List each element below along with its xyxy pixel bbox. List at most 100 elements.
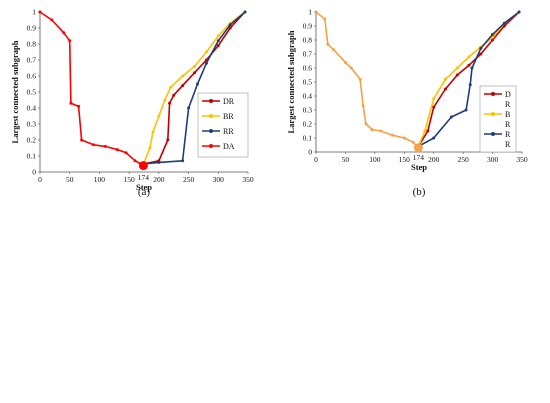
data-point — [470, 66, 474, 70]
y-tick-label: 0.8 — [303, 36, 313, 45]
y-tick-label: 1 — [32, 8, 36, 17]
legend-label: DR — [223, 97, 235, 106]
data-point — [491, 32, 495, 36]
data-point — [62, 31, 66, 35]
data-point — [443, 77, 447, 81]
data-point — [479, 52, 483, 56]
y-tick-label: 0.2 — [303, 120, 313, 129]
data-point — [91, 143, 95, 147]
legend-marker — [491, 92, 495, 96]
data-point — [38, 10, 42, 14]
y-axis-label: Largest connected subgraph — [286, 30, 296, 133]
y-tick-label: 0.6 — [27, 72, 37, 81]
legend-label: R — [505, 130, 511, 139]
legend-label: RR — [223, 127, 234, 136]
legend-marker — [209, 144, 213, 148]
x-tick-label: 300 — [213, 175, 225, 184]
x-tick-label: 150 — [124, 175, 136, 184]
y-tick-label: 0.6 — [303, 64, 313, 73]
data-point — [243, 10, 247, 14]
data-point — [358, 77, 362, 81]
data-point — [151, 130, 155, 134]
data-point — [157, 114, 161, 118]
series-line-3 — [315, 11, 419, 149]
data-point — [193, 71, 197, 75]
legend-marker — [491, 112, 495, 116]
data-point — [349, 66, 353, 70]
legend-marker — [209, 129, 213, 133]
data-point — [411, 140, 415, 144]
y-tick-label: 0.1 — [27, 152, 37, 161]
x-tick-label: 0 — [38, 175, 42, 184]
data-point — [432, 105, 436, 109]
data-point — [204, 61, 208, 65]
legend-label: R — [505, 140, 511, 149]
y-tick-label: 0.9 — [303, 22, 313, 31]
data-point — [187, 106, 191, 110]
legend-label: BR — [223, 112, 234, 121]
y-tick-label: 0.7 — [27, 56, 37, 65]
data-point — [103, 144, 107, 148]
x-tick-label: 100 — [369, 155, 381, 164]
data-point — [133, 159, 137, 163]
data-point — [432, 136, 436, 140]
legend-marker — [209, 99, 213, 103]
x-tick-label: 250 — [458, 155, 470, 164]
data-point — [391, 133, 395, 137]
data-point — [455, 66, 459, 70]
data-point — [443, 87, 447, 91]
chart-panel-a: 0 0.1 0.2 0.3 0.4 0.5 0.6 0.7 0.8 0.9 1 0 50 100 150 20… — [10, 8, 254, 199]
data-point — [464, 108, 468, 112]
data-point — [148, 146, 152, 150]
x-tick-label: 150 — [399, 155, 411, 164]
y-axis-label: Largest connected subgraph — [10, 40, 20, 143]
x-tick-label: 200 — [428, 155, 440, 164]
data-point — [68, 39, 72, 43]
y-tick-label: 0.1 — [303, 134, 313, 143]
x-tick-label: 250 — [183, 175, 195, 184]
y-tick-label: 0 — [32, 168, 36, 177]
y-tick-label: 0.5 — [303, 78, 313, 87]
legend-marker — [209, 114, 213, 118]
legend-label: B — [505, 110, 510, 119]
data-point — [115, 148, 119, 152]
y-tick-label: 0.4 — [27, 104, 37, 113]
series-line-0 — [417, 11, 520, 147]
y-tick-label: 0.5 — [27, 88, 37, 97]
data-point — [172, 93, 176, 97]
data-point — [370, 128, 374, 132]
x-tick-label: 300 — [487, 155, 499, 164]
x-tick-label: 350 — [516, 155, 528, 164]
data-point — [124, 151, 128, 155]
x-tick-label: 200 — [153, 175, 165, 184]
data-point — [216, 44, 220, 48]
panel-caption: (a) — [138, 186, 151, 198]
data-point — [216, 39, 220, 43]
y-tick-label: 0.7 — [303, 50, 313, 59]
legend-label: R — [505, 100, 511, 109]
y-tick-label: 1 — [308, 8, 312, 17]
x-tick-label: 50 — [66, 175, 74, 184]
data-point — [517, 10, 521, 14]
data-point — [163, 98, 167, 102]
legend-marker — [491, 132, 495, 136]
data-point — [157, 160, 161, 164]
data-point — [467, 63, 471, 67]
data-point — [181, 74, 185, 78]
panel-caption: (b) — [413, 186, 426, 198]
data-point — [181, 159, 185, 163]
legend-label: D — [505, 90, 511, 99]
series-line-1 — [142, 11, 246, 165]
data-point — [432, 97, 436, 101]
data-point — [80, 138, 84, 142]
series-line-3 — [39, 11, 144, 167]
y-tick-label: 0.3 — [27, 120, 37, 129]
data-point — [216, 34, 220, 38]
data-point — [326, 42, 330, 46]
data-point — [402, 136, 406, 140]
chart-panel-b: 0 0.1 0.2 0.3 0.4 0.5 0.6 0.7 0.8 0.9 1 0 50 100 150 20… — [286, 8, 528, 199]
series-line-2 — [418, 11, 520, 148]
data-point — [455, 73, 459, 77]
y-tick-label: 0.4 — [303, 92, 313, 101]
data-point — [69, 101, 73, 105]
